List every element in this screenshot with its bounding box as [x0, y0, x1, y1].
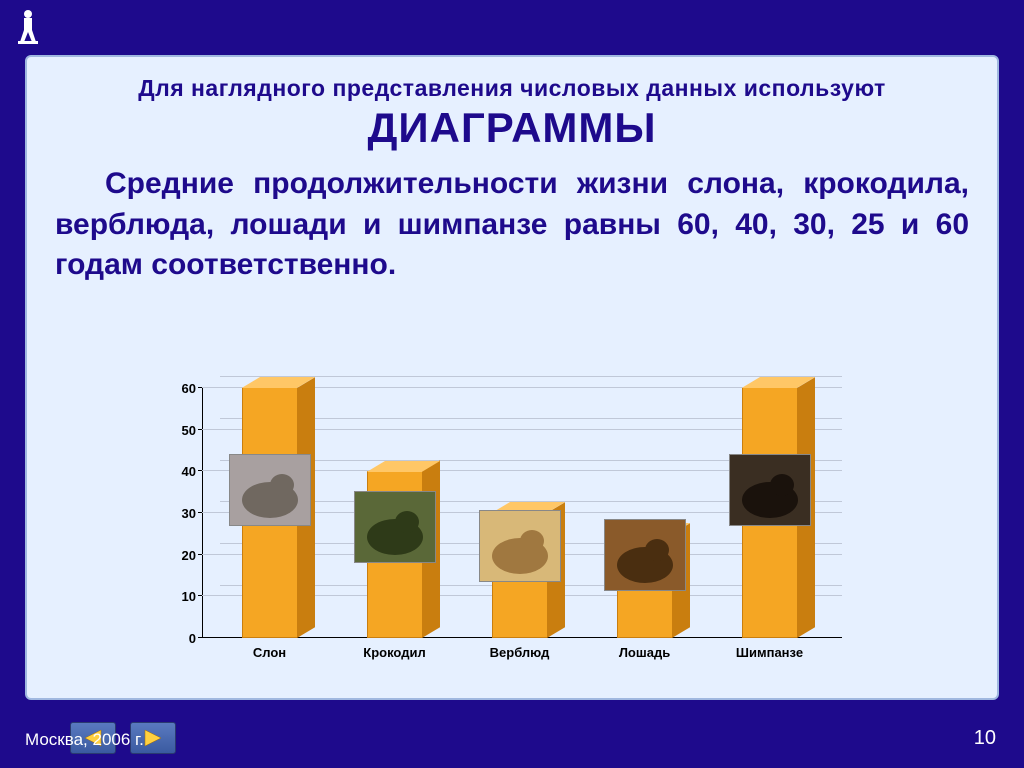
content-panel: Для наглядного представления числовых да… [25, 55, 999, 700]
xtick-label: Лошадь [597, 645, 692, 660]
ytick [198, 470, 202, 471]
ytick-label: 10 [182, 589, 196, 604]
ytick-label: 30 [182, 506, 196, 521]
camel-photo [479, 510, 561, 582]
bar-chart: 0 10 20 30 40 50 60 Слон Крокодил Верблюд Лошадь Ши… [152, 368, 872, 668]
ytick [198, 387, 202, 388]
xtick-label: Верблюд [472, 645, 567, 660]
elephant-photo [229, 454, 311, 526]
y-axis [202, 388, 203, 638]
page-title: ДИАГРАММЫ [55, 104, 969, 152]
triangle-right-icon [143, 729, 163, 747]
xtick-label: Шимпанзе [722, 645, 817, 660]
chimpanzee-photo [729, 454, 811, 526]
horse-photo [604, 519, 686, 591]
crocodile-photo [354, 491, 436, 563]
ytick-label: 0 [189, 631, 196, 646]
ytick-label: 50 [182, 423, 196, 438]
ytick [198, 554, 202, 555]
ytick [198, 429, 202, 430]
xtick-label: Слон [222, 645, 317, 660]
description-text: Средние продолжительности жизни слона, к… [55, 164, 969, 286]
ytick-label: 40 [182, 464, 196, 479]
ytick [198, 512, 202, 513]
page-number: 10 [974, 727, 996, 750]
seated-figure-icon [12, 8, 42, 48]
ytick-label: 60 [182, 381, 196, 396]
ytick [198, 637, 202, 638]
ytick [198, 595, 202, 596]
ytick-label: 20 [182, 548, 196, 563]
xtick-label: Крокодил [347, 645, 442, 660]
supertitle: Для наглядного представления числовых да… [55, 75, 969, 102]
footer-location: Москва, 2006 г. [25, 730, 144, 750]
